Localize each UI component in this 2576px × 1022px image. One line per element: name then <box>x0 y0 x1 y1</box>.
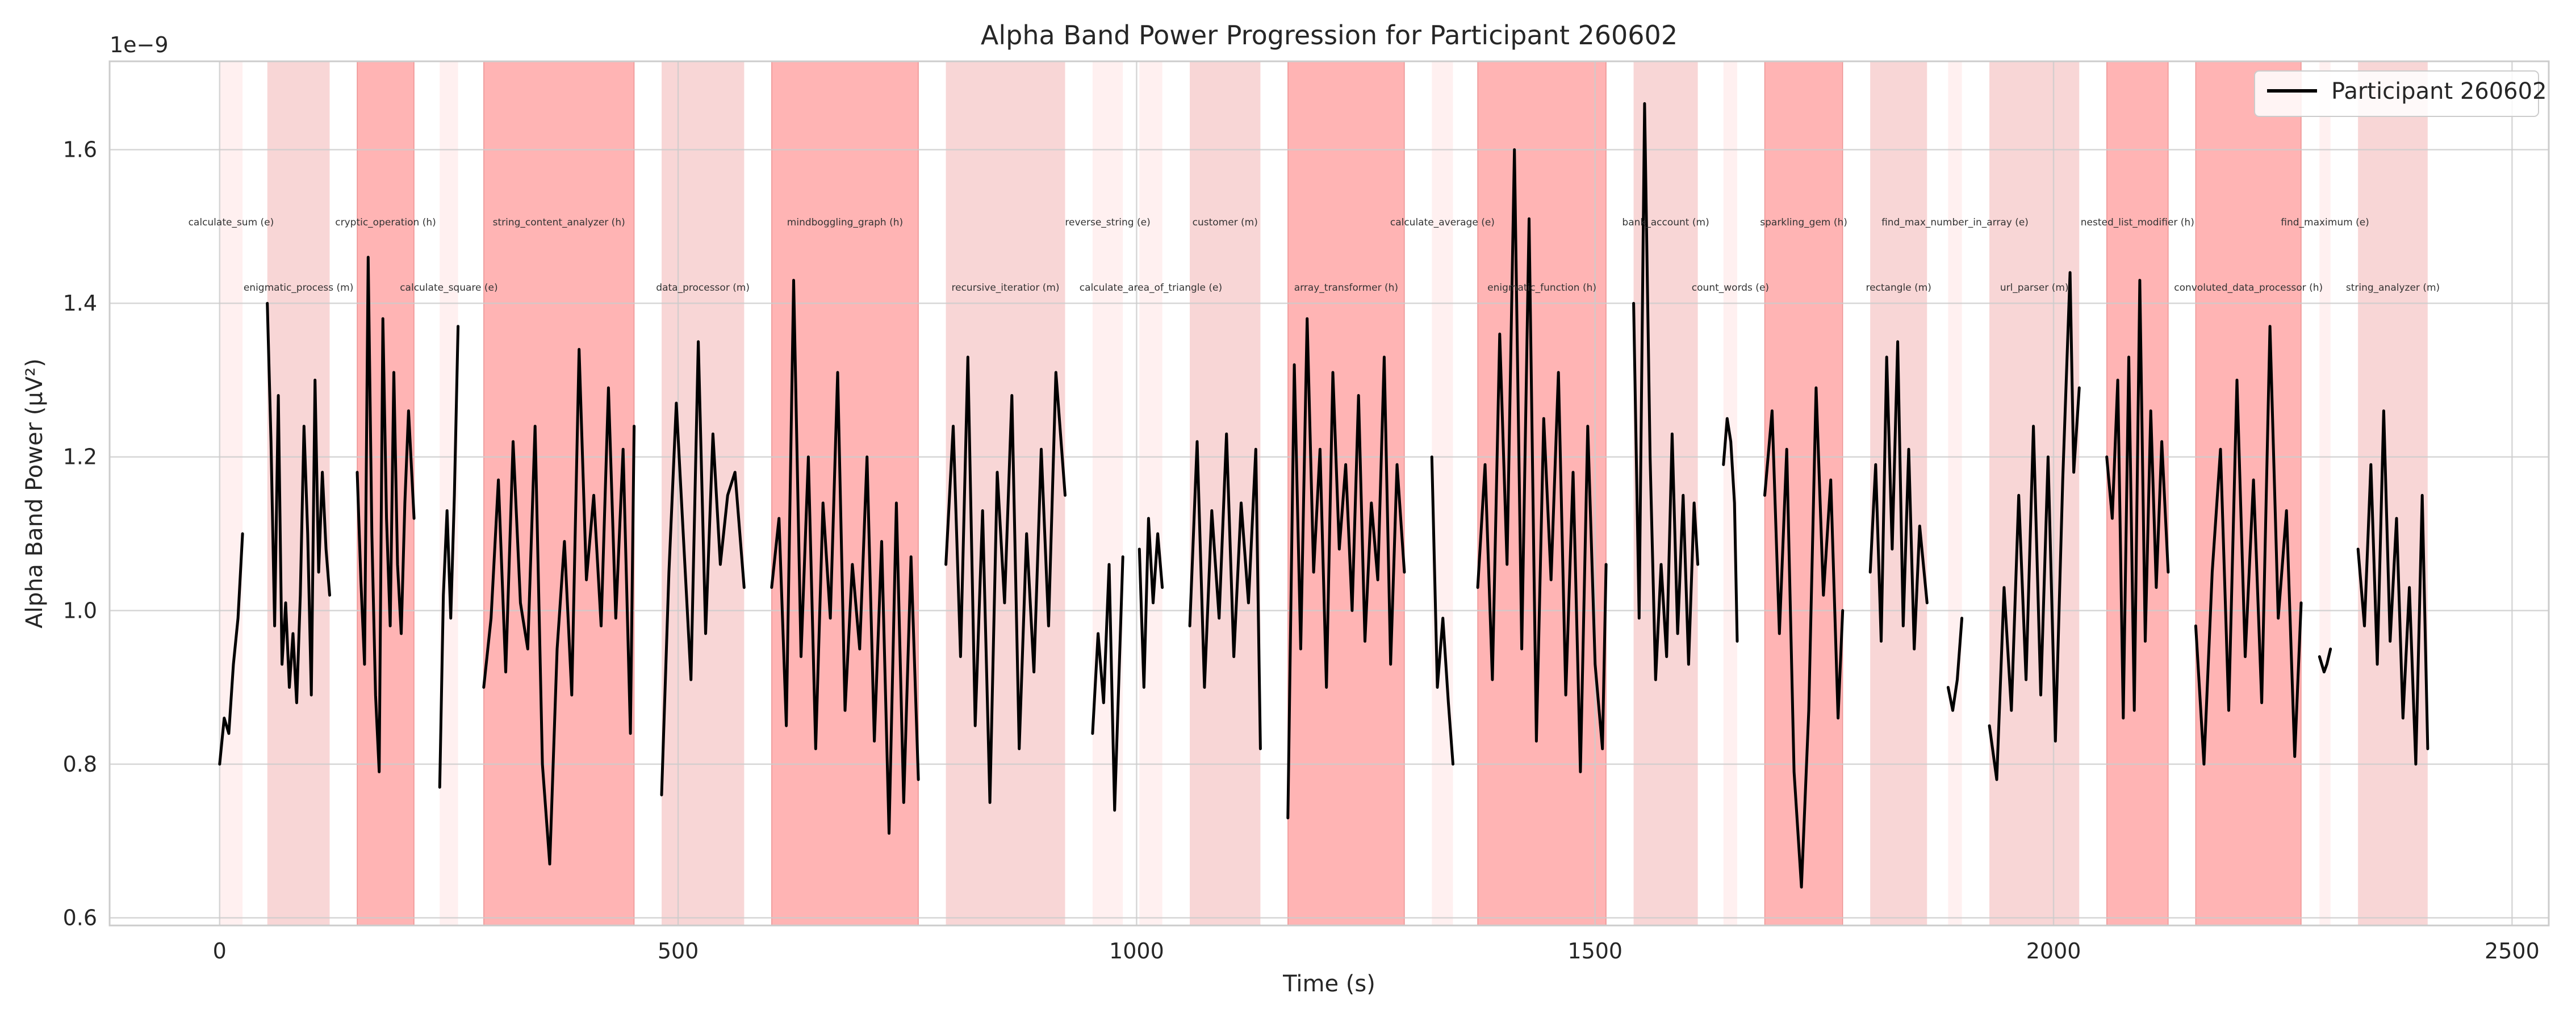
series-0-segment-19 <box>1988 271 2081 781</box>
legend-entry-label: Participant 260602 <box>2331 78 2547 104</box>
task-label-8: reverse_string (e) <box>1065 217 1150 228</box>
series-0-segment-1 <box>266 301 331 705</box>
task-band-9 <box>1139 61 1162 925</box>
series-layer <box>218 102 2429 889</box>
series-0-segment-18 <box>1946 617 1964 712</box>
series-0-segment-13 <box>1476 148 1608 773</box>
series-0-segment-9 <box>1138 517 1164 689</box>
series-0-segment-21 <box>2194 325 2303 766</box>
series-0-segment-23 <box>2356 409 2429 766</box>
task-label-11: array_transformer (h) <box>1294 282 1398 294</box>
task-label-21: convoluted_data_processor (h) <box>2174 282 2323 294</box>
y-tick-label-1: 0.8 <box>63 752 97 777</box>
y-tick-label-2: 1.0 <box>63 598 97 623</box>
task-band-17 <box>1870 61 1927 925</box>
x-axis-ticks: 0 500 1000 1500 2000 2500 <box>213 939 2540 964</box>
task-band-8 <box>1092 61 1123 925</box>
y-tick-label-3: 1.2 <box>63 445 97 470</box>
task-label-16: sparkling_gem (h) <box>1760 217 1847 228</box>
task-label-10: customer (m) <box>1193 217 1258 228</box>
y-offset-text: 1e−9 <box>110 32 169 57</box>
series-0-segment-3 <box>438 325 460 789</box>
y-tick-label-4: 1.4 <box>63 291 97 316</box>
task-label-1: enigmatic_process (m) <box>244 282 354 294</box>
task-band-21 <box>2195 61 2302 926</box>
y-tick-label-5: 1.6 <box>63 137 97 162</box>
x-tick-label-5: 2500 <box>2485 939 2540 964</box>
plot-frame <box>108 60 2550 927</box>
y-axis-ticks: 0.6 0.8 1.0 1.2 1.4 1.6 <box>63 137 97 931</box>
series-0-segment-15 <box>1722 417 1739 643</box>
task-label-19: url_parser (m) <box>2000 282 2069 294</box>
task-label-4: string_content_analyzer (h) <box>493 217 625 228</box>
series-0-segment-11 <box>1286 317 1406 820</box>
series-0-segment-20 <box>2105 279 2170 720</box>
x-tick-label-2: 1000 <box>1109 939 1164 964</box>
x-tick-label-3: 1500 <box>1567 939 1622 964</box>
task-label-5: data_processor (m) <box>656 282 750 294</box>
y-tick-label-0: 0.6 <box>63 905 97 930</box>
series-0-segment-12 <box>1430 455 1454 766</box>
task-label-20: nested_list_modifier (h) <box>2081 217 2194 228</box>
task-label-13: enigmatic_function (h) <box>1487 282 1596 294</box>
task-labels: calculate_sum (e) enigmatic_process (m) cr… <box>189 217 2440 294</box>
chart-title: Alpha Band Power Progression for Partici… <box>981 20 1678 51</box>
series-0-segment-2 <box>356 256 416 773</box>
series-0-segment-8 <box>1091 555 1124 812</box>
task-band-0 <box>219 61 243 925</box>
series-0-segment-6 <box>770 279 920 835</box>
task-label-0: calculate_sum (e) <box>189 217 274 228</box>
series-0-segment-16 <box>1763 386 1845 889</box>
task-band-4 <box>483 61 635 926</box>
x-tick-label-4: 2000 <box>2026 939 2081 964</box>
series-0-segment-14 <box>1632 102 1700 681</box>
task-label-3: calculate_square (e) <box>400 282 497 294</box>
series-0-segment-7 <box>944 355 1067 804</box>
task-label-2: cryptic_operation (h) <box>335 217 436 228</box>
series-0-segment-22 <box>2318 647 2332 673</box>
task-label-9: calculate_area_of_triangle (e) <box>1080 282 1222 294</box>
task-label-18: find_max_number_in_array (e) <box>1881 217 2029 228</box>
task-label-22: find_maximum (e) <box>2281 217 2369 228</box>
task-bands <box>219 61 2428 926</box>
y-axis-label: Alpha Band Power (μV²) <box>22 358 48 629</box>
task-band-18 <box>1948 61 1962 925</box>
task-band-12 <box>1432 61 1453 925</box>
legend: Participant 260602 <box>2254 70 2547 117</box>
task-label-12: calculate_average (e) <box>1390 217 1495 228</box>
task-label-15: count_words (e) <box>1692 282 1769 294</box>
x-tick-label-0: 0 <box>213 939 227 964</box>
series-0-segment-0 <box>218 532 244 766</box>
x-axis-label: Time (s) <box>1282 971 1375 997</box>
series-0-segment-4 <box>482 347 636 866</box>
task-label-7: recursive_iteratior (m) <box>952 282 1060 294</box>
legend-box <box>2254 70 2539 117</box>
series-0-segment-17 <box>1868 340 1929 651</box>
task-label-6: mindboggling_graph (h) <box>787 217 903 228</box>
task-label-23: string_analyzer (m) <box>2346 282 2440 294</box>
task-label-17: rectangle (m) <box>1866 282 1931 294</box>
task-band-6 <box>771 61 919 926</box>
task-label-14: bank_account (m) <box>1622 217 1709 228</box>
series-0-segment-5 <box>660 340 746 797</box>
x-tick-label-1: 500 <box>658 939 699 964</box>
task-band-22 <box>2319 61 2331 925</box>
series-0-segment-10 <box>1188 432 1262 751</box>
